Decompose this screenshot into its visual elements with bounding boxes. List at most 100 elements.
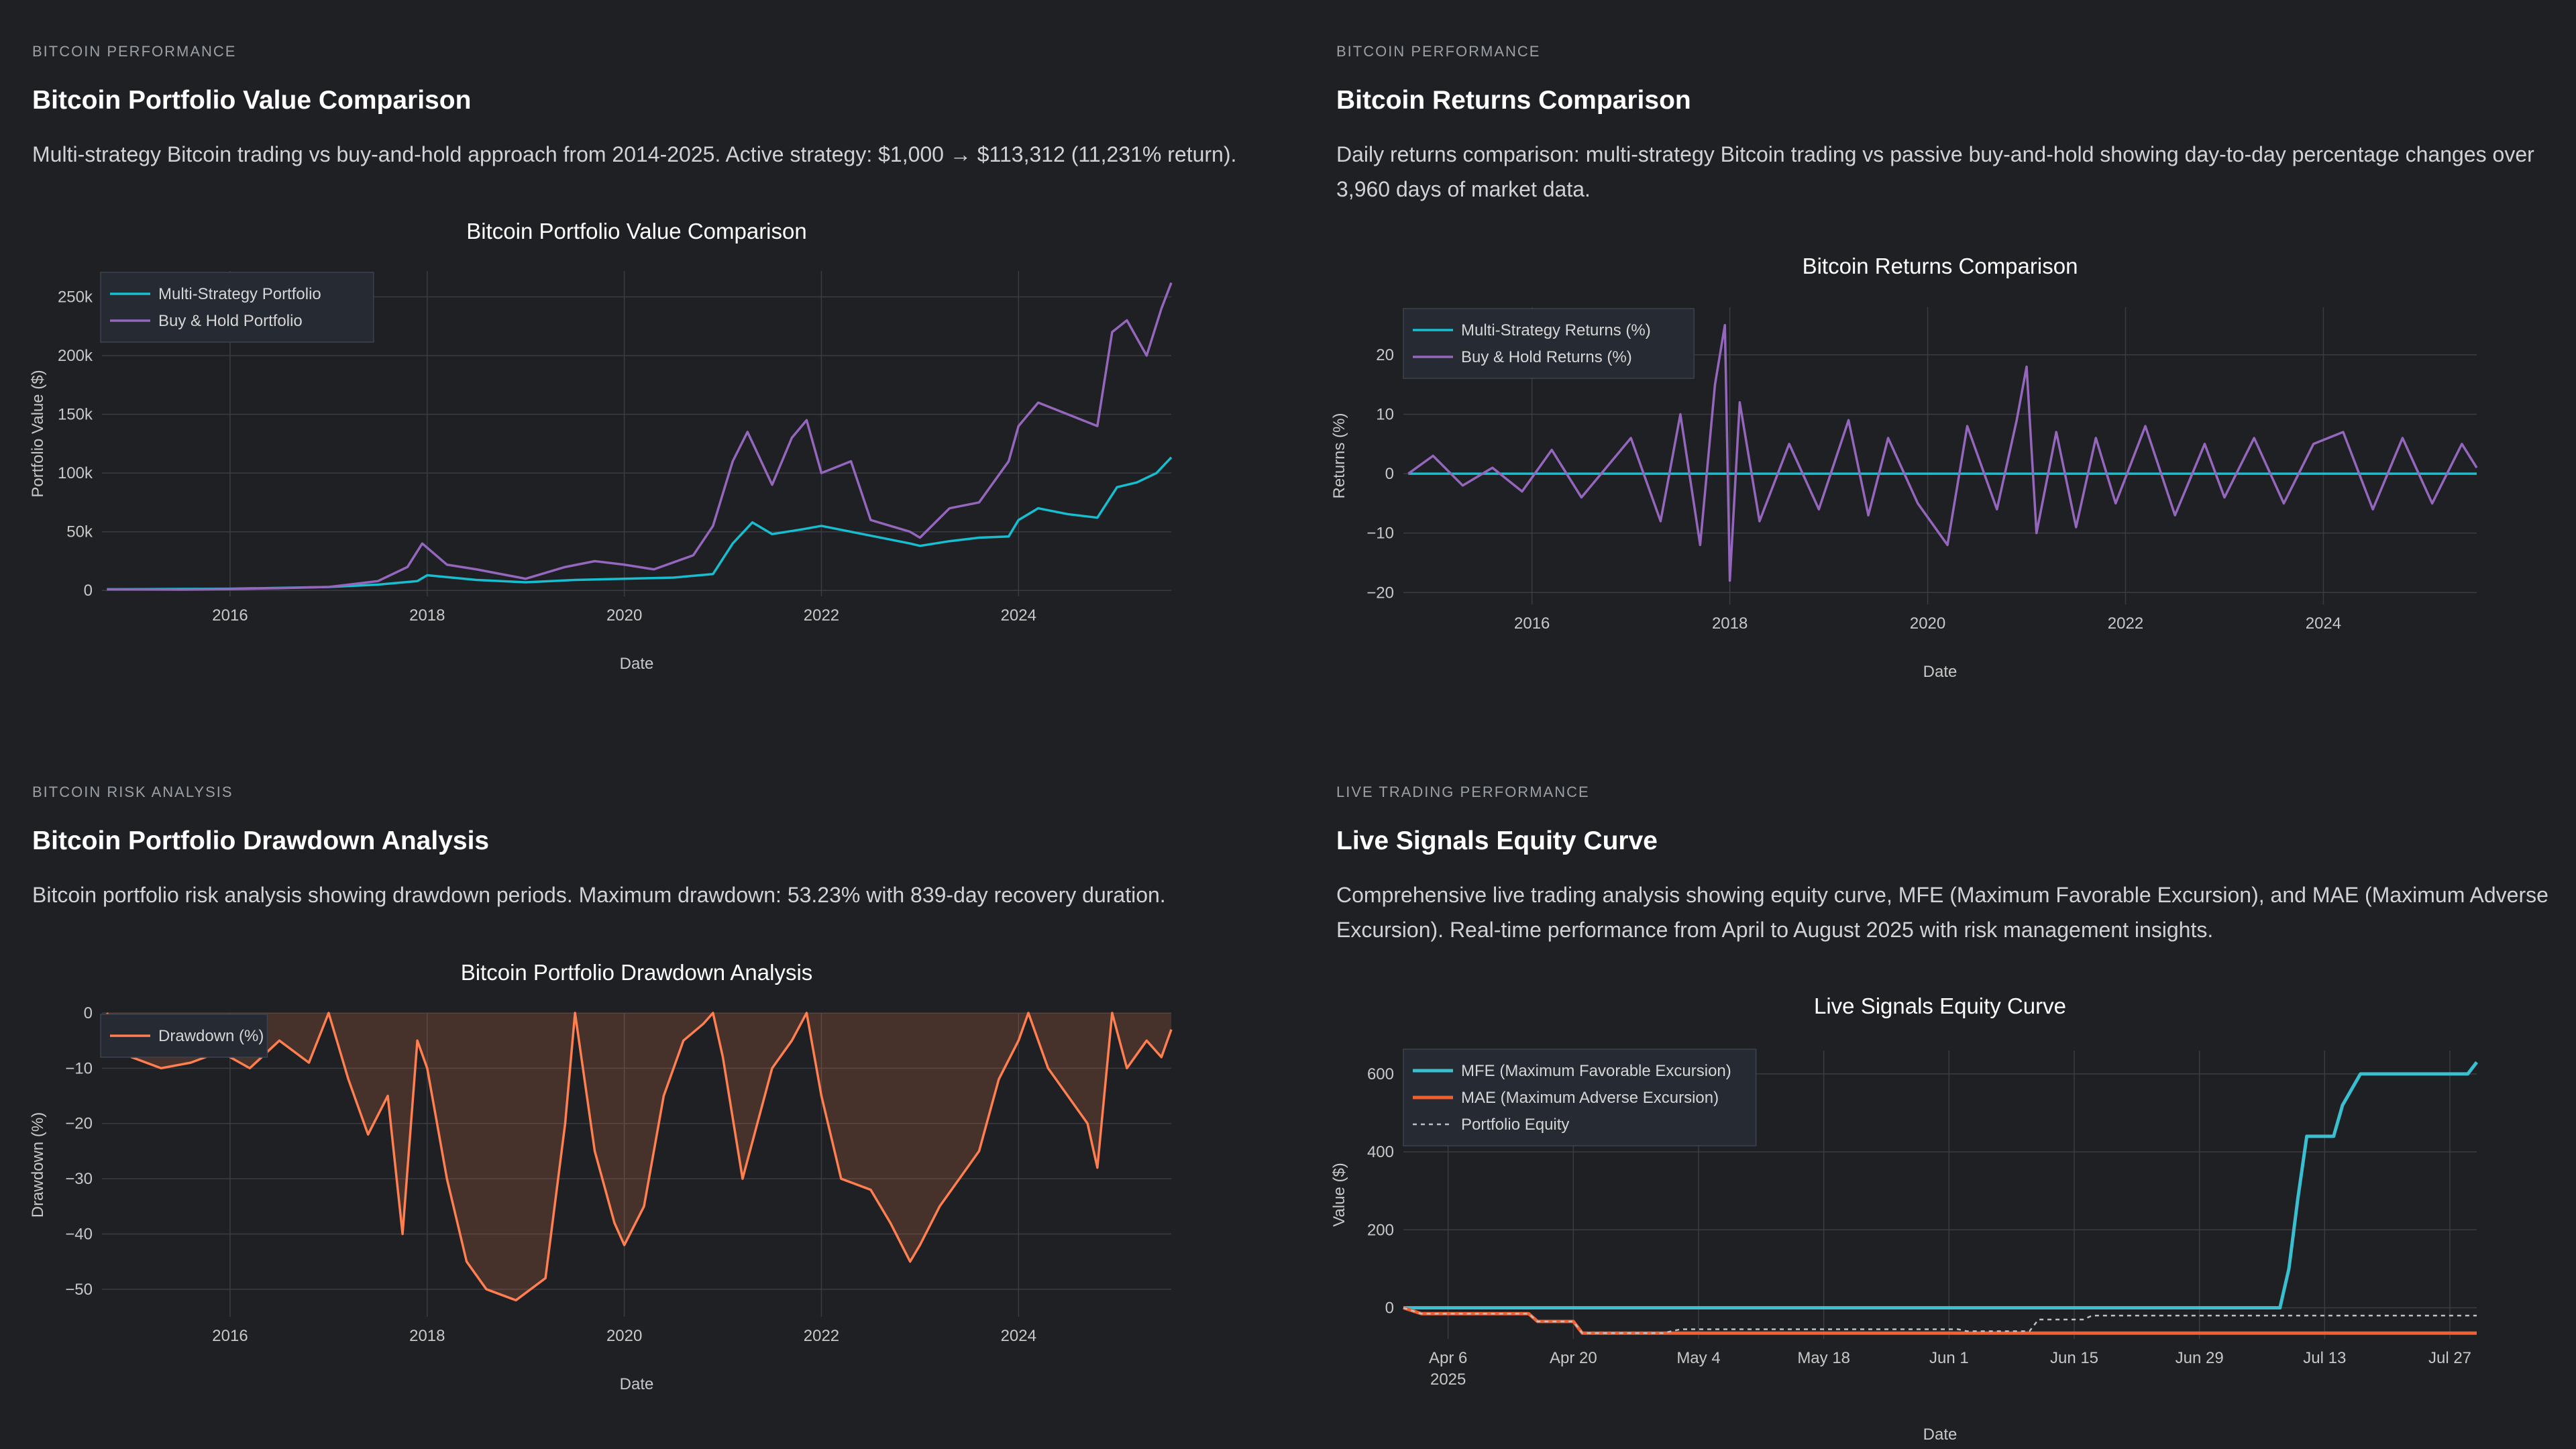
- legend-label: Drawdown (%): [158, 1027, 264, 1045]
- x-tick-label: May 4: [1676, 1349, 1720, 1367]
- x-tick-label: Jun 29: [2176, 1349, 2224, 1367]
- x-tick-label: Apr 20: [1550, 1349, 1597, 1367]
- y-tick-label: 0: [1385, 465, 1394, 483]
- x-tick-label: 2016: [212, 1327, 248, 1345]
- legend-label: MFE (Maximum Favorable Excursion): [1461, 1062, 1731, 1080]
- series-line-2: [1403, 1307, 2477, 1334]
- panel-kicker: BITCOIN RISK ANALYSIS: [32, 784, 233, 800]
- x-tick-label: 2020: [606, 606, 642, 625]
- x-axis-label: Date: [1923, 663, 1957, 681]
- series-area-fill: [107, 1013, 1172, 1301]
- y-tick-label: 100k: [58, 464, 93, 482]
- legend-label: Buy & Hold Returns (%): [1461, 348, 1632, 366]
- panel-description: Multi-strategy Bitcoin trading vs buy-an…: [32, 142, 1237, 166]
- legend-label: Portfolio Equity: [1461, 1116, 1569, 1134]
- panel-description: Bitcoin portfolio risk analysis showing …: [32, 883, 1166, 907]
- x-tick-label: 2018: [409, 1327, 445, 1345]
- live-equity-chart[interactable]: Live Signals Equity Curve Apr 6 2025 Apr 20…: [1304, 741, 2576, 1449]
- y-axis-label: Returns (%): [1330, 413, 1348, 498]
- series-line-0: [107, 456, 1173, 591]
- y-axis-label: Drawdown (%): [29, 1112, 47, 1218]
- panel-drawdown: BITCOIN RISK ANALYSIS Bitcoin Portfolio …: [0, 741, 1304, 1449]
- chart-title: Bitcoin Portfolio Value Comparison: [466, 219, 806, 244]
- panel-title: Bitcoin Portfolio Drawdown Analysis: [32, 826, 490, 855]
- panel-returns: BITCOIN PERFORMANCE Bitcoin Returns Comp…: [1304, 0, 2576, 741]
- legend: Drawdown (%): [100, 1014, 268, 1058]
- panel-kicker: BITCOIN PERFORMANCE: [1336, 43, 1541, 60]
- drawdown-chart[interactable]: Bitcoin Portfolio Drawdown Analysis 2016 2…: [0, 741, 1304, 1449]
- x-tick-label: Jul 13: [2303, 1349, 2346, 1367]
- y-tick-label: 200k: [58, 347, 93, 365]
- x-tick-label: 2025: [1430, 1371, 1466, 1389]
- x-tick-label: 2020: [606, 1327, 642, 1345]
- x-tick-label: 2022: [804, 1327, 839, 1345]
- y-tick-label: −10: [1366, 525, 1394, 543]
- x-tick-label: 2018: [1712, 614, 1748, 633]
- legend-box: [100, 272, 374, 343]
- y-tick-label: 0: [84, 582, 93, 600]
- y-tick-label: −20: [1366, 584, 1394, 602]
- chart-title: Bitcoin Portfolio Drawdown Analysis: [461, 960, 813, 985]
- panel-kicker: BITCOIN PERFORMANCE: [32, 43, 237, 60]
- y-tick-label: −50: [65, 1281, 93, 1299]
- y-tick-label: 250k: [58, 288, 93, 307]
- x-tick-label: 2016: [1514, 614, 1550, 633]
- panel-description: Comprehensive live trading analysis show…: [1336, 883, 2548, 942]
- panel-description: Daily returns comparison: multi-strategy…: [1336, 142, 2534, 201]
- series-line-0: [1403, 1061, 2478, 1310]
- y-axis-label: Portfolio Value ($): [29, 370, 47, 497]
- legend-box: [1403, 1049, 1757, 1146]
- y-tick-label: −40: [65, 1225, 93, 1243]
- x-axis-label: Date: [620, 1375, 654, 1393]
- x-tick-label: 2018: [409, 606, 445, 625]
- x-tick-label: Jul 27: [2428, 1349, 2471, 1367]
- legend: Multi-Strategy Returns (%) Buy & Hold Ret…: [1403, 308, 1695, 379]
- panel-kicker: LIVE TRADING PERFORMANCE: [1336, 784, 1590, 800]
- y-tick-label: 10: [1376, 405, 1394, 423]
- legend-label: Multi-Strategy Returns (%): [1461, 321, 1651, 339]
- x-tick-label: 2022: [804, 606, 839, 625]
- y-tick-label: 0: [1385, 1299, 1394, 1318]
- panel-title: Live Signals Equity Curve: [1336, 826, 1658, 855]
- chart-title: Live Signals Equity Curve: [1814, 994, 2066, 1018]
- x-tick-label: Apr 6: [1429, 1349, 1467, 1367]
- panel-portfolio-value: BITCOIN PERFORMANCE Bitcoin Portfolio Va…: [0, 0, 1304, 741]
- x-tick-label: 2020: [1910, 614, 1945, 633]
- legend-box: [1403, 308, 1695, 379]
- x-tick-label: Jun 1: [1929, 1349, 1969, 1367]
- x-tick-label: Jun 15: [2050, 1349, 2098, 1367]
- x-tick-label: 2016: [212, 606, 248, 625]
- y-tick-label: 400: [1367, 1143, 1394, 1161]
- x-tick-label: 2024: [1001, 606, 1036, 625]
- legend-label: Multi-Strategy Portfolio: [158, 285, 321, 303]
- y-tick-label: −20: [65, 1115, 93, 1133]
- chart-title: Bitcoin Returns Comparison: [1803, 254, 2078, 278]
- y-axis-label: Value ($): [1330, 1163, 1348, 1227]
- series-line-1: [107, 282, 1173, 591]
- legend: Multi-Strategy Portfolio Buy & Hold Portf…: [100, 272, 374, 343]
- y-tick-label: 20: [1376, 346, 1394, 364]
- legend-label: Buy & Hold Portfolio: [158, 312, 303, 330]
- x-tick-label: 2024: [2306, 614, 2341, 633]
- panel-title: Bitcoin Portfolio Value Comparison: [32, 86, 472, 115]
- y-tick-label: 150k: [58, 406, 93, 424]
- series-line-1: [1403, 1306, 2477, 1335]
- y-tick-label: 50k: [66, 523, 93, 541]
- series-line-1: [1407, 323, 2478, 582]
- portfolio-value-chart[interactable]: Bitcoin Portfolio Value Comparison 2016 20…: [0, 0, 1304, 741]
- legend-label: MAE (Maximum Adverse Excursion): [1461, 1089, 1719, 1107]
- panel-title: Bitcoin Returns Comparison: [1336, 86, 1691, 115]
- x-axis-label: Date: [1923, 1426, 1957, 1444]
- y-tick-label: 200: [1367, 1221, 1394, 1239]
- y-tick-label: 0: [84, 1004, 93, 1022]
- y-tick-label: −10: [65, 1059, 93, 1077]
- x-tick-label: 2024: [1001, 1327, 1036, 1345]
- y-tick-label: 600: [1367, 1065, 1394, 1083]
- x-axis-label: Date: [620, 655, 654, 673]
- series-line-0: [105, 1012, 1173, 1302]
- legend: MFE (Maximum Favorable Excursion) MAE (Ma…: [1403, 1049, 1757, 1146]
- x-tick-label: May 18: [1797, 1349, 1850, 1367]
- panel-live-signals: LIVE TRADING PERFORMANCE Live Signals Eq…: [1304, 741, 2576, 1449]
